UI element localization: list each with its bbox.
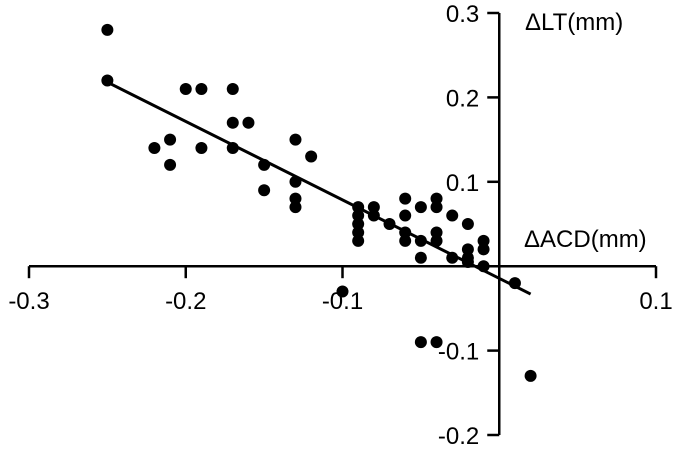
data-point bbox=[289, 192, 302, 205]
data-point bbox=[336, 285, 349, 298]
data-point bbox=[461, 255, 474, 268]
data-point bbox=[399, 192, 412, 205]
data-point bbox=[352, 234, 365, 247]
x-axis-title: ΔACD(mm) bbox=[524, 226, 647, 253]
data-point bbox=[399, 234, 412, 247]
data-point bbox=[352, 209, 365, 222]
data-point bbox=[367, 209, 380, 222]
y-axis-title: ΔLT(mm) bbox=[525, 9, 623, 36]
y-tick-label: 0.1 bbox=[446, 170, 479, 197]
data-point bbox=[164, 133, 177, 146]
data-point bbox=[430, 234, 443, 247]
data-point bbox=[289, 201, 302, 214]
data-point bbox=[195, 142, 208, 155]
data-point bbox=[461, 218, 474, 230]
data-point bbox=[414, 201, 427, 214]
data-point bbox=[430, 226, 443, 239]
data-point bbox=[414, 251, 427, 264]
x-tick-label: 0.1 bbox=[639, 288, 672, 315]
data-point bbox=[414, 234, 427, 247]
data-point bbox=[430, 192, 443, 205]
y-ticks: 0.3 0.2 0.1 -0.1 -0.2 bbox=[438, 1, 500, 450]
x-ticks: -0.3 -0.2 -0.1 0.1 bbox=[8, 266, 673, 315]
data-point bbox=[524, 369, 537, 382]
y-tick-label: -0.1 bbox=[438, 339, 479, 366]
data-point bbox=[226, 142, 239, 155]
x-tick-label: -0.3 bbox=[8, 288, 49, 315]
regression-line bbox=[106, 80, 532, 296]
data-point bbox=[164, 158, 177, 171]
data-point bbox=[305, 150, 318, 163]
y-tick-label: 0.2 bbox=[446, 85, 479, 112]
data-point bbox=[226, 116, 239, 129]
data-point bbox=[352, 226, 365, 239]
data-point bbox=[258, 184, 271, 197]
y-tick-label: -0.2 bbox=[438, 423, 479, 450]
data-point bbox=[195, 82, 208, 95]
data-point bbox=[226, 82, 239, 95]
data-point bbox=[179, 82, 192, 95]
data-point bbox=[461, 243, 474, 256]
data-points bbox=[101, 23, 537, 382]
data-point bbox=[399, 226, 412, 239]
data-point bbox=[477, 243, 490, 256]
data-point bbox=[258, 158, 271, 171]
y-tick-label: 0.3 bbox=[446, 1, 479, 28]
data-point bbox=[289, 175, 302, 188]
data-point bbox=[430, 336, 443, 349]
axes bbox=[29, 13, 656, 435]
data-point bbox=[289, 133, 302, 146]
data-point bbox=[148, 142, 161, 155]
data-point bbox=[101, 74, 114, 87]
data-point bbox=[352, 201, 365, 214]
data-point bbox=[399, 209, 412, 222]
x-tick-label: -0.2 bbox=[165, 288, 206, 315]
data-point bbox=[101, 23, 114, 36]
data-point bbox=[508, 277, 521, 290]
data-point bbox=[367, 201, 380, 214]
data-point bbox=[477, 260, 490, 273]
data-point bbox=[383, 218, 396, 230]
data-point bbox=[242, 116, 255, 129]
data-point bbox=[446, 209, 459, 222]
data-point bbox=[477, 234, 490, 247]
data-point bbox=[446, 251, 459, 264]
data-point bbox=[430, 201, 443, 214]
data-point bbox=[414, 336, 427, 349]
data-point bbox=[352, 218, 365, 230]
